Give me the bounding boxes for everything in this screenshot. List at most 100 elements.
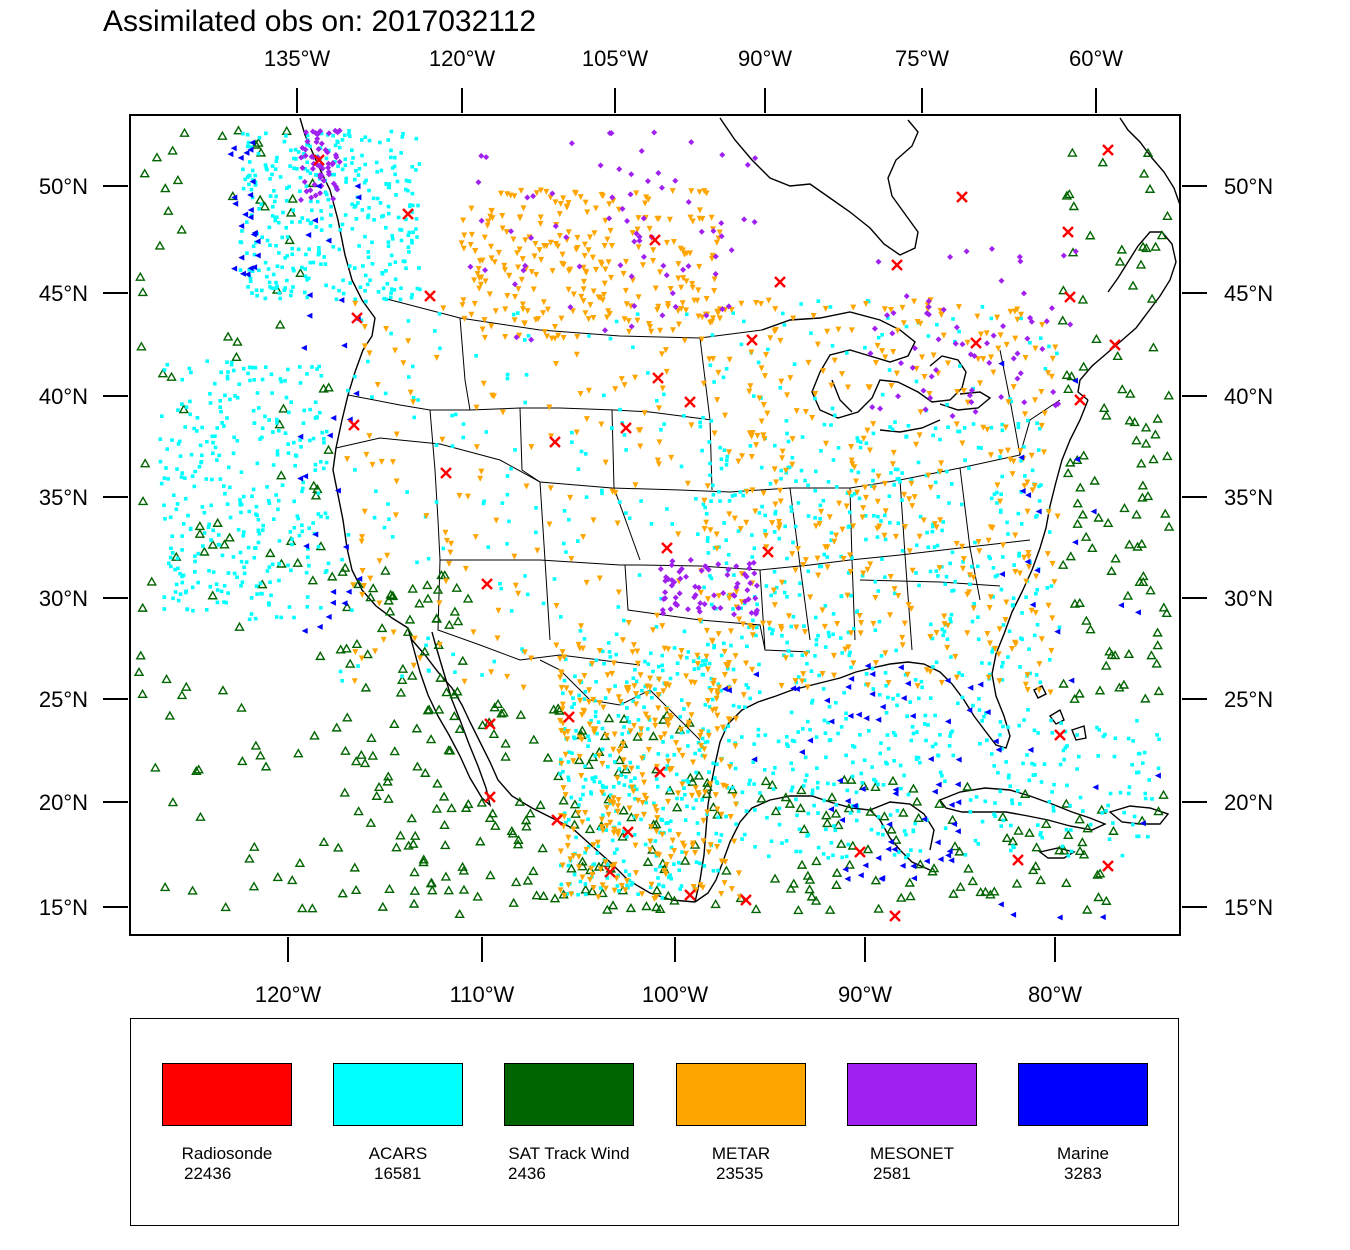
- acars-marker: [678, 887, 682, 891]
- acars-marker: [789, 624, 794, 629]
- acars-marker: [267, 225, 272, 230]
- metar-marker: [1021, 483, 1028, 490]
- acars-marker: [614, 652, 618, 657]
- metar-marker: [1009, 471, 1016, 478]
- acars-marker: [1034, 673, 1039, 677]
- sat-track-wind-marker: [384, 606, 396, 616]
- acars-marker: [241, 131, 245, 136]
- metar-marker: [818, 508, 825, 515]
- marine-marker: [845, 683, 852, 690]
- marine-marker: [995, 746, 1002, 753]
- metar-marker: [501, 262, 508, 269]
- metar-marker: [630, 642, 637, 649]
- acars-marker: [980, 305, 985, 309]
- mesonet-marker: [669, 290, 676, 297]
- acars-marker: [632, 815, 637, 819]
- mesonet-marker: [299, 164, 306, 171]
- metar-marker: [914, 319, 921, 326]
- mesonet-marker: [308, 194, 315, 201]
- acars-marker: [970, 619, 975, 624]
- acars-marker: [757, 690, 762, 695]
- metar-marker: [629, 784, 636, 791]
- acars-marker: [486, 545, 491, 549]
- sat-track-wind-marker: [485, 870, 496, 880]
- metar-marker: [655, 405, 662, 412]
- acars-marker: [254, 288, 259, 293]
- acars-marker: [1006, 532, 1010, 536]
- acars-marker: [830, 343, 835, 348]
- marine-marker: [249, 139, 256, 146]
- acars-marker: [252, 378, 257, 382]
- metar-marker: [610, 795, 617, 802]
- acars-marker: [389, 253, 394, 258]
- marine-marker: [998, 571, 1005, 578]
- metar-marker: [793, 624, 800, 631]
- metar-marker: [700, 817, 707, 824]
- acars-marker: [404, 217, 408, 222]
- acars-marker: [715, 781, 720, 785]
- acars-marker: [1150, 797, 1154, 801]
- mesonet-marker: [712, 253, 719, 260]
- acars-marker: [583, 882, 588, 886]
- sat-track-wind-marker: [1074, 688, 1085, 698]
- acars-marker: [1026, 418, 1030, 423]
- acars-marker: [359, 138, 364, 142]
- acars-marker: [204, 607, 209, 612]
- acars-marker: [215, 426, 220, 430]
- acars-marker: [162, 595, 167, 599]
- acars-marker: [270, 172, 274, 177]
- acars-marker: [1095, 725, 1099, 730]
- metar-marker: [618, 882, 625, 889]
- metar-marker: [461, 678, 468, 685]
- acars-marker: [411, 230, 415, 235]
- sat-track-wind-marker: [679, 855, 691, 865]
- metar-marker: [571, 189, 578, 196]
- metar-marker: [777, 623, 784, 630]
- acars-marker: [524, 373, 529, 377]
- metar-marker: [688, 712, 695, 719]
- acars-marker: [265, 485, 269, 489]
- acars-marker: [362, 180, 367, 185]
- acars-marker: [798, 581, 802, 586]
- acars-marker: [850, 744, 855, 748]
- metar-marker: [824, 328, 831, 335]
- metar-marker: [575, 853, 582, 860]
- acars-marker: [617, 767, 622, 771]
- sat-track-wind-marker: [234, 621, 245, 631]
- acars-marker: [607, 650, 612, 654]
- metar-marker: [708, 255, 715, 262]
- sat-track-wind-marker: [255, 750, 266, 760]
- sat-track-wind-marker: [810, 895, 822, 905]
- sat-track-wind-marker: [458, 865, 470, 875]
- metar-marker: [612, 386, 619, 393]
- sat-track-wind-marker: [422, 580, 433, 590]
- sat-track-wind-marker: [139, 458, 151, 468]
- metar-marker: [633, 701, 640, 708]
- sat-track-wind-marker: [335, 644, 346, 654]
- metar-marker: [746, 388, 753, 395]
- marine-marker: [885, 846, 892, 853]
- metar-marker: [778, 579, 785, 586]
- acars-marker: [255, 592, 259, 596]
- metar-marker: [681, 337, 688, 344]
- sat-track-wind-marker: [1092, 869, 1103, 879]
- acars-marker: [855, 436, 860, 440]
- acars-marker: [289, 148, 293, 153]
- acars-marker: [187, 366, 192, 371]
- acars-marker: [828, 738, 833, 742]
- acars-marker: [1126, 736, 1131, 741]
- metar-marker: [986, 604, 993, 611]
- metar-marker: [560, 261, 567, 268]
- acars-marker: [747, 782, 751, 786]
- acars-marker: [381, 286, 386, 291]
- metar-marker: [576, 753, 583, 760]
- acars-marker: [939, 565, 944, 569]
- metar-marker: [344, 456, 351, 463]
- acars-marker: [931, 522, 935, 527]
- acars-marker: [852, 626, 856, 631]
- metar-marker: [895, 593, 902, 600]
- acars-marker: [872, 513, 876, 518]
- acars-marker: [582, 637, 587, 641]
- acars-marker: [622, 783, 627, 787]
- legend-count: 2436: [508, 1164, 546, 1183]
